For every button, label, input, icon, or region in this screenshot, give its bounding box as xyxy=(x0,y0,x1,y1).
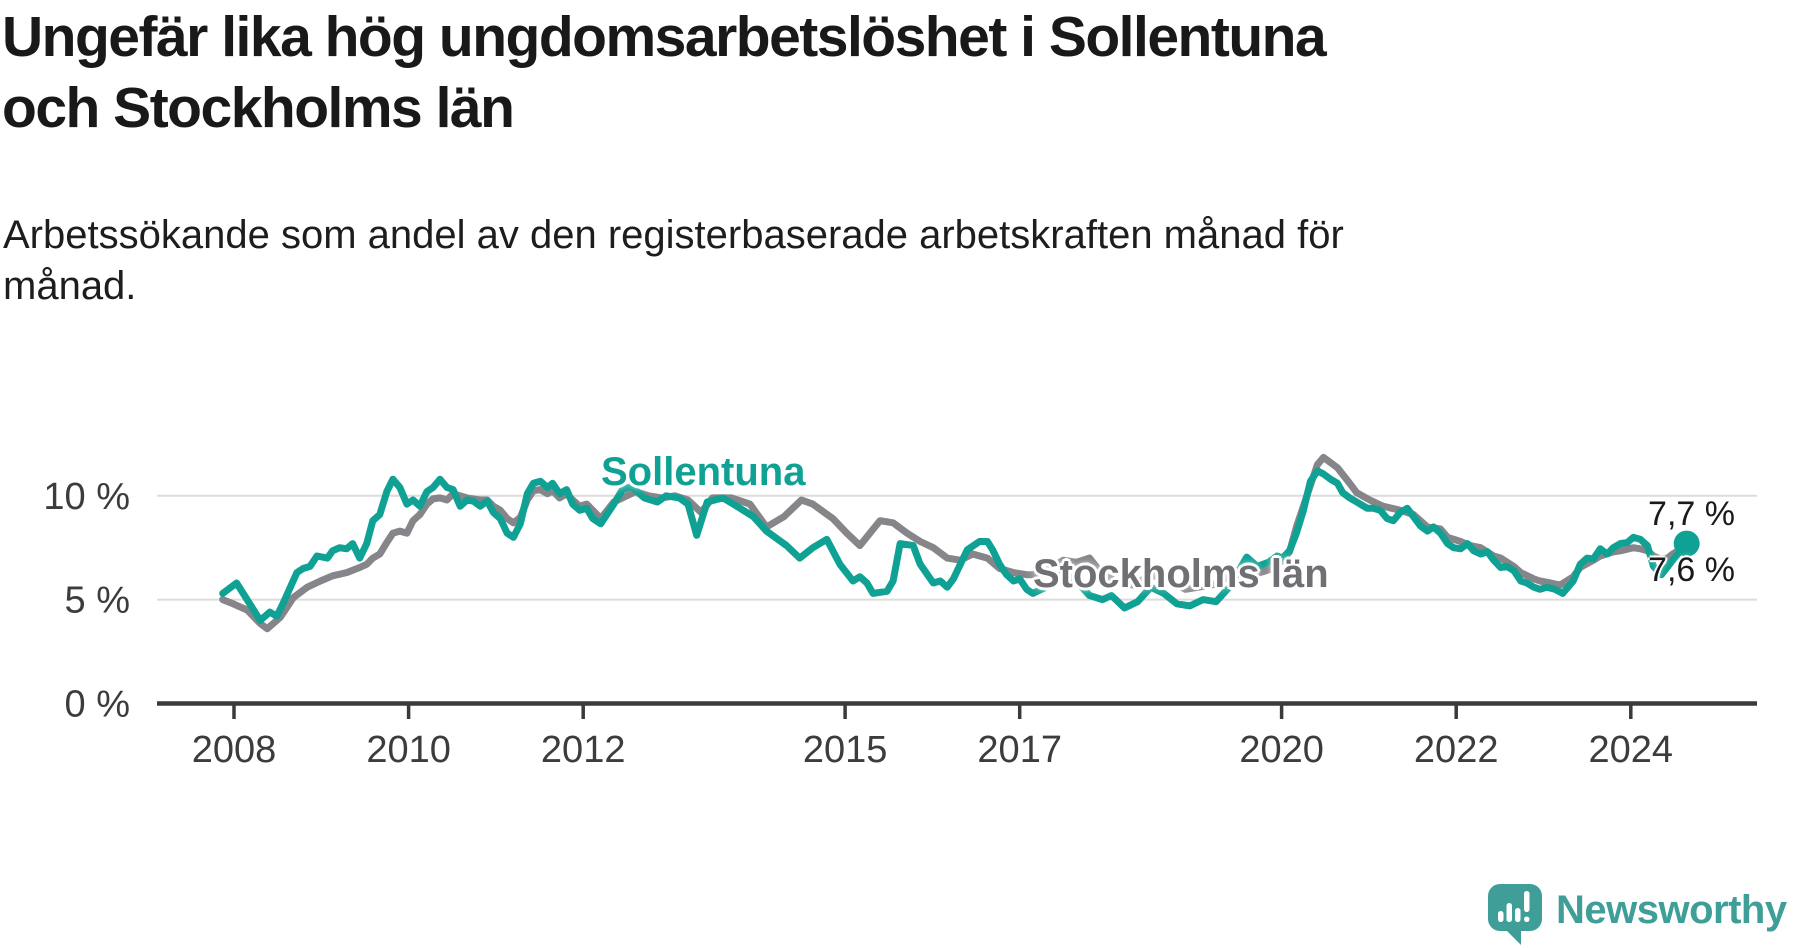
series-end-dot xyxy=(1673,530,1700,557)
chart-subtitle-line2: månad. xyxy=(3,264,137,308)
chart-subtitle: Arbetssökande som andel av den registerb… xyxy=(3,210,1563,312)
x-tick-label-2017: 2017 xyxy=(977,729,1062,771)
y-tick-label-10: 10 % xyxy=(43,476,130,518)
x-tick-label-2012: 2012 xyxy=(541,729,626,771)
x-tick-label-2010: 2010 xyxy=(366,729,451,771)
x-tick-label-2024: 2024 xyxy=(1589,729,1674,771)
page-title-line1: Ungefär lika hög ungdomsarbetslöshet i S… xyxy=(2,5,1327,69)
series-label-stockholms-lan: Stockholms län xyxy=(1033,552,1329,596)
series-label-sollentuna: Sollentuna xyxy=(601,450,806,494)
x-tick-label-2020: 2020 xyxy=(1239,729,1324,771)
y-tick-label-5: 5 % xyxy=(65,580,130,622)
newsworthy-chart-bubble-icon xyxy=(1488,884,1542,945)
end-value-label-sollentuna: 7,7 % xyxy=(1648,495,1735,533)
chart-subtitle-line1: Arbetssökande som andel av den registerb… xyxy=(3,213,1344,257)
page-title-line2: och Stockholms län xyxy=(2,76,515,140)
x-tick-label-2015: 2015 xyxy=(803,729,888,771)
newsworthy-logo-text[interactable]: Newsworthy xyxy=(1556,888,1787,932)
x-tick-label-2008: 2008 xyxy=(192,729,277,771)
series-line-stockholms-l-n xyxy=(219,453,1691,633)
newsworthy-logo[interactable]: Newsworthy xyxy=(1488,884,1787,947)
series-line-sollentuna xyxy=(219,467,1691,624)
page-title: Ungefär lika hög ungdomsarbetslöshet i S… xyxy=(2,2,1722,144)
end-value-label-stockholms-lan: 7,6 % xyxy=(1648,551,1735,589)
x-tick-label-2022: 2022 xyxy=(1414,729,1499,771)
y-tick-label-0: 0 % xyxy=(65,684,130,726)
